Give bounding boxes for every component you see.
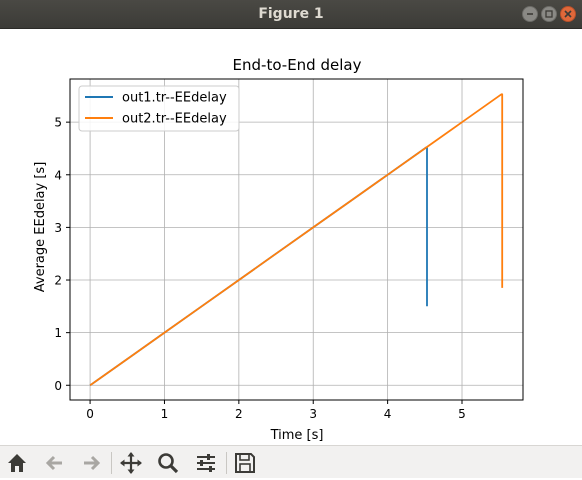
- y-tick-label: 1: [54, 326, 62, 340]
- y-axis-ticks: 0 1 2 3 4 5: [54, 116, 70, 393]
- window-title: Figure 1: [258, 6, 324, 22]
- zoom-icon: [158, 453, 179, 474]
- legend-label-out2: out2.tr--EEdelay: [122, 112, 227, 127]
- maximize-button[interactable]: [541, 6, 557, 22]
- legend-label-out1: out1.tr--EEdelay: [122, 91, 227, 106]
- back-button[interactable]: [42, 450, 68, 476]
- close-button[interactable]: [560, 6, 576, 22]
- chart-title: End-to-End delay: [233, 56, 362, 74]
- plot-frame: [69, 78, 524, 401]
- y-axis-label: Average EEdelay [s]: [33, 162, 48, 293]
- back-icon: [45, 455, 62, 471]
- y-tick-label: 4: [54, 168, 62, 182]
- x-tick-label: 1: [161, 407, 169, 421]
- legend: out1.tr--EEdelay out2.tr--EEdelay: [78, 85, 240, 132]
- x-axis-label: Time [s]: [270, 428, 324, 443]
- save-button[interactable]: [232, 450, 258, 476]
- grid-lines: [70, 79, 523, 400]
- home-icon: [8, 454, 26, 472]
- pan-button[interactable]: [118, 450, 144, 476]
- forward-button[interactable]: [78, 450, 104, 476]
- pan-icon: [120, 452, 142, 474]
- close-icon: [564, 10, 572, 18]
- zoom-button[interactable]: [155, 450, 181, 476]
- x-tick-label: 2: [235, 407, 243, 421]
- legend-box: [78, 85, 240, 132]
- y-tick-label: 0: [54, 379, 62, 393]
- toolbar-separator: [226, 452, 227, 474]
- minimize-icon: [527, 13, 533, 15]
- x-tick-label: 3: [309, 407, 317, 421]
- minimize-button[interactable]: [522, 6, 538, 22]
- y-tick-label: 5: [54, 116, 62, 130]
- window-titlebar: Figure 1: [0, 0, 582, 29]
- navigation-toolbar: [0, 445, 582, 478]
- y-tick-label: 2: [54, 274, 62, 288]
- y-tick-label: 3: [54, 221, 62, 235]
- window-controls: [522, 6, 576, 22]
- x-tick-label: 5: [458, 407, 466, 421]
- home-button[interactable]: [4, 450, 30, 476]
- configure-subplots-button[interactable]: [193, 450, 219, 476]
- series-line-2: [89, 93, 504, 387]
- save-icon: [235, 453, 255, 473]
- forward-icon: [84, 455, 101, 471]
- x-tick-label: 0: [86, 407, 94, 421]
- series-layer: [89, 93, 504, 387]
- configure-subplots-icon: [197, 454, 215, 472]
- toolbar-separator: [111, 452, 112, 474]
- x-axis-ticks: 0 1 2 3 4 5: [86, 400, 466, 421]
- maximize-icon: [545, 10, 553, 18]
- x-tick-label: 4: [384, 407, 392, 421]
